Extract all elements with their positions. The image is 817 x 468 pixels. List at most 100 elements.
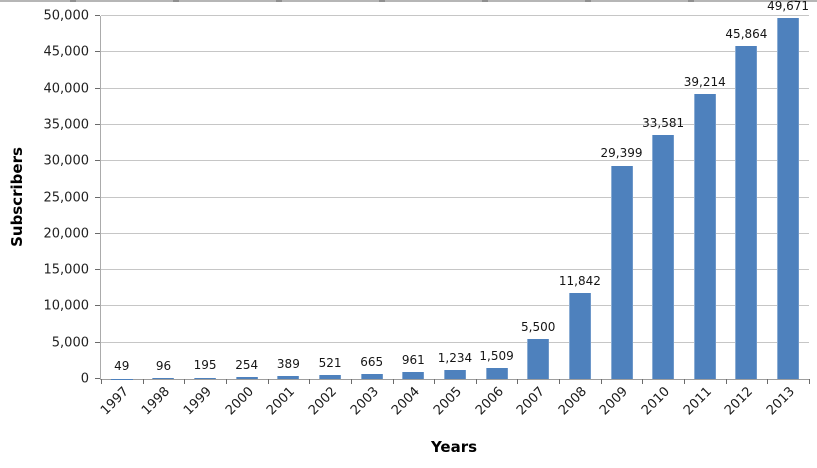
y-tick-label: 5,000 xyxy=(51,335,89,351)
x-tick-label: 1999 xyxy=(181,384,216,419)
x-tick-label: 2013 xyxy=(763,384,798,419)
bar-value-label: 665 xyxy=(360,355,384,369)
x-tick-label: 2001 xyxy=(264,384,299,419)
y-tick-mark xyxy=(95,305,100,307)
x-tick-mark xyxy=(559,379,561,384)
bar-group-2007: 5,500 2007 xyxy=(514,16,559,418)
y-tick-label: 30,000 xyxy=(43,153,90,169)
y-tick-mark xyxy=(95,196,100,198)
gridline xyxy=(101,160,809,162)
bar-group-2010: 33,581 2010 xyxy=(639,16,685,418)
bar-group-2004: 961 2004 xyxy=(389,16,434,418)
y-tick-label: 35,000 xyxy=(43,117,90,133)
bar-2006 xyxy=(485,368,508,379)
bar-value-label: 39,214 xyxy=(683,75,726,90)
x-tick-label: 2000 xyxy=(222,384,257,419)
bar-group-2011: 39,214 2011 xyxy=(681,16,726,418)
gridline xyxy=(101,196,809,198)
x-tick-mark xyxy=(642,379,644,384)
bar-2013 xyxy=(777,18,800,379)
x-tick-label: 1998 xyxy=(139,384,174,419)
bar-2009 xyxy=(610,165,633,379)
x-tick-mark xyxy=(101,379,102,384)
x-tick-mark xyxy=(475,379,477,384)
bar-value-label: 49 xyxy=(114,359,130,374)
gridline xyxy=(101,232,809,234)
bar-group-1999: 195 1999 xyxy=(181,16,226,419)
y-tick-mark xyxy=(95,123,100,125)
x-tick-label: 2005 xyxy=(430,384,465,419)
bar-2011 xyxy=(693,94,716,379)
x-tick-mark xyxy=(225,379,227,384)
x-tick-mark xyxy=(392,379,394,384)
bar-value-label: 33,581 xyxy=(642,116,685,131)
y-tick-mark xyxy=(95,232,100,234)
gridline xyxy=(101,123,809,125)
bar-value-label: 254 xyxy=(235,357,259,372)
x-tick-mark xyxy=(600,379,602,384)
bar-group-2003: 665 2003 xyxy=(348,16,393,418)
bar-1998 xyxy=(152,378,175,379)
x-tick-mark xyxy=(809,379,810,384)
bar-value-label: 96 xyxy=(155,359,172,374)
y-tick-label: 15,000 xyxy=(43,262,90,278)
x-tick-mark xyxy=(267,379,269,384)
bar-2001 xyxy=(277,376,300,379)
bar-value-label: 45,864 xyxy=(725,26,768,41)
bar-group-2000: 254 2000 xyxy=(223,16,268,418)
bar-value-label: 1,509 xyxy=(479,348,514,363)
x-tick-label: 2006 xyxy=(472,384,507,419)
x-tick-label: 2007 xyxy=(514,384,549,419)
y-tick-mark xyxy=(95,378,100,379)
gridline xyxy=(101,305,809,307)
y-tick-mark xyxy=(95,51,100,53)
gridline xyxy=(101,269,809,271)
bar-value-label: 1,234 xyxy=(437,350,473,365)
bar-group-2008: 11,842 2008 xyxy=(556,16,601,418)
bar-group-2006: 1,509 2006 xyxy=(472,16,518,418)
y-tick-label: 50,000 xyxy=(43,8,90,24)
y-tick-label: 40,000 xyxy=(43,81,90,97)
bar-group-2013: 49,671 2013 xyxy=(764,0,809,418)
x-tick-mark xyxy=(350,379,352,384)
x-tick-label: 2012 xyxy=(722,384,757,419)
bar-value-label: 29,399 xyxy=(600,146,643,161)
bar-2002 xyxy=(319,375,342,379)
y-tick-mark xyxy=(95,87,100,89)
y-tick-label: 45,000 xyxy=(43,44,90,60)
bar-value-label: 49,671 xyxy=(767,0,810,14)
x-tick-label: 2002 xyxy=(305,384,340,419)
y-tick-label: 20,000 xyxy=(43,226,90,242)
bar-value-label: 5,500 xyxy=(521,319,556,334)
bar-group-2005: 1,234 2005 xyxy=(431,16,476,418)
bar-series: 49 1997 96 1998 195 1999 254 2000 389 2001 521 2002… xyxy=(98,0,809,419)
bar-1999 xyxy=(194,377,217,379)
bar-group-2001: 389 2001 xyxy=(264,16,310,418)
bar-group-1997: 49 1997 xyxy=(98,16,143,418)
x-tick-mark xyxy=(517,379,519,384)
bar-2007 xyxy=(527,339,550,379)
y-tick-label: 25,000 xyxy=(43,190,90,205)
bar-group-1998: 96 1998 xyxy=(139,16,185,418)
bar-group-2009: 29,399 2009 xyxy=(597,16,643,419)
x-tick-label: 2003 xyxy=(347,384,382,419)
y-tick-mark xyxy=(95,15,100,16)
x-tick-label: 2004 xyxy=(389,384,424,419)
x-tick-mark xyxy=(434,379,436,384)
cropped-window-edge xyxy=(0,0,817,2)
x-tick-mark xyxy=(184,379,186,384)
x-tick-label: 2011 xyxy=(680,384,715,419)
x-tick-label: 1997 xyxy=(97,384,132,419)
plot-area: 0 5,000 10,000 15,000 20,000 25,000 30,000 35,0… xyxy=(44,0,810,419)
bar-2004 xyxy=(402,372,425,379)
x-tick-mark xyxy=(767,379,769,384)
y-tick-label: 10,000 xyxy=(43,298,90,314)
x-axis-title: Years xyxy=(430,438,478,456)
x-tick-label: 2009 xyxy=(597,384,632,419)
y-tick-label: 0 xyxy=(80,371,89,387)
gridline xyxy=(101,341,809,343)
bar-group-2012: 45,864 2012 xyxy=(722,16,768,418)
bar-value-label: 11,842 xyxy=(558,273,601,288)
bar-value-label: 961 xyxy=(401,352,425,367)
